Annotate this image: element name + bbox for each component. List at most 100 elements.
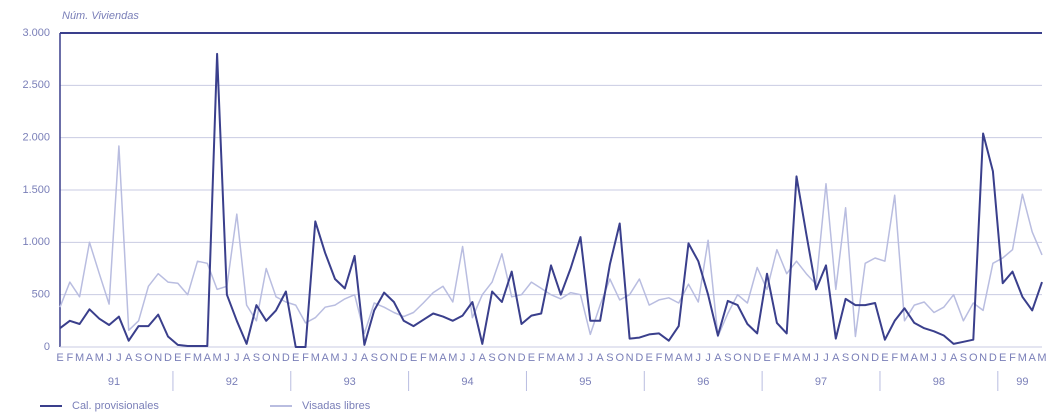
- x-tick-label: J: [470, 352, 476, 364]
- x-tick-label: O: [615, 352, 624, 364]
- y-axis-title: Núm. Viviendas: [62, 10, 139, 22]
- x-tick-label: M: [311, 352, 320, 364]
- x-tick-label: O: [851, 352, 860, 364]
- x-tick-label: M: [95, 352, 104, 364]
- y-tick-label: 0: [44, 341, 50, 353]
- x-tick-label: J: [941, 352, 947, 364]
- year-label: 98: [933, 376, 945, 388]
- x-tick-label: N: [626, 352, 634, 364]
- x-tick-label: D: [164, 352, 172, 364]
- x-tick-label: S: [960, 352, 967, 364]
- x-tick-label: N: [979, 352, 987, 364]
- x-tick-label: D: [400, 352, 408, 364]
- x-tick-label: O: [733, 352, 742, 364]
- x-tick-label: M: [566, 352, 575, 364]
- series-line: [59, 52, 1043, 348]
- x-tick-label: N: [743, 352, 751, 364]
- x-tick-label: J: [705, 352, 711, 364]
- x-tick-label: S: [253, 352, 260, 364]
- x-tick-label: O: [498, 352, 507, 364]
- x-tick-label: D: [282, 352, 290, 364]
- x-tick-label: D: [518, 352, 526, 364]
- x-tick-label: D: [635, 352, 643, 364]
- x-tick-label: A: [950, 352, 958, 364]
- x-tick-label: O: [380, 352, 389, 364]
- x-tick-label: F: [302, 352, 309, 364]
- x-tick-label: J: [931, 352, 937, 364]
- series-line: [59, 145, 1043, 338]
- x-tick-label: A: [321, 352, 329, 364]
- x-tick-label: F: [656, 352, 663, 364]
- x-tick-label: O: [144, 352, 153, 364]
- x-tick-label: F: [773, 352, 780, 364]
- x-tick-label: F: [66, 352, 73, 364]
- x-tick-label: M: [213, 352, 222, 364]
- x-tick-label: M: [684, 352, 693, 364]
- x-tick-label: D: [753, 352, 761, 364]
- x-tick-label: S: [842, 352, 849, 364]
- x-tick-label: F: [1009, 352, 1016, 364]
- year-label: 96: [697, 376, 709, 388]
- x-tick-label: A: [596, 352, 604, 364]
- x-tick-label: A: [479, 352, 487, 364]
- x-tick-label: A: [86, 352, 94, 364]
- x-tick-label: M: [330, 352, 339, 364]
- x-tick-label: J: [588, 352, 594, 364]
- x-tick-label: A: [675, 352, 683, 364]
- x-tick-label: J: [578, 352, 584, 364]
- x-tick-label: E: [646, 352, 653, 364]
- x-tick-label: E: [763, 352, 770, 364]
- legend-label: Visadas libres: [302, 400, 371, 412]
- x-tick-label: M: [193, 352, 202, 364]
- x-tick-label: A: [793, 352, 801, 364]
- year-label: 94: [461, 376, 473, 388]
- x-tick-label: M: [920, 352, 929, 364]
- x-tick-label: E: [881, 352, 888, 364]
- x-tick-label: E: [410, 352, 417, 364]
- x-tick-label: E: [56, 352, 63, 364]
- x-tick-label: J: [813, 352, 819, 364]
- x-tick-label: S: [606, 352, 613, 364]
- y-tick-label: 2.000: [22, 132, 50, 144]
- x-tick-label: M: [782, 352, 791, 364]
- x-tick-label: S: [371, 352, 378, 364]
- x-tick-label: A: [361, 352, 369, 364]
- x-tick-label: A: [557, 352, 565, 364]
- x-tick-label: M: [429, 352, 438, 364]
- x-tick-label: M: [546, 352, 555, 364]
- year-label: 92: [226, 376, 238, 388]
- x-tick-label: E: [528, 352, 535, 364]
- x-tick-label: J: [224, 352, 230, 364]
- x-tick-label: M: [900, 352, 909, 364]
- x-tick-label: M: [802, 352, 811, 364]
- year-label: 95: [579, 376, 591, 388]
- x-tick-label: A: [911, 352, 919, 364]
- x-tick-label: J: [460, 352, 466, 364]
- x-tick-label: J: [352, 352, 358, 364]
- x-tick-label: S: [724, 352, 731, 364]
- y-tick-label: 1.500: [22, 184, 50, 196]
- x-tick-label: J: [116, 352, 122, 364]
- year-label: 97: [815, 376, 827, 388]
- x-tick-label: A: [1029, 352, 1037, 364]
- x-tick-label: A: [832, 352, 840, 364]
- x-tick-label: M: [1037, 352, 1046, 364]
- y-tick-label: 2.500: [22, 79, 50, 91]
- x-tick-label: M: [1018, 352, 1027, 364]
- x-tick-label: F: [538, 352, 545, 364]
- x-tick-label: N: [861, 352, 869, 364]
- x-tick-label: A: [714, 352, 722, 364]
- x-tick-label: A: [125, 352, 133, 364]
- x-tick-label: F: [184, 352, 191, 364]
- x-tick-label: S: [488, 352, 495, 364]
- x-tick-label: N: [272, 352, 280, 364]
- x-tick-label: J: [342, 352, 348, 364]
- y-tick-label: 3.000: [22, 27, 50, 39]
- x-tick-label: M: [75, 352, 84, 364]
- x-tick-label: F: [420, 352, 427, 364]
- y-tick-label: 500: [32, 289, 50, 301]
- x-tick-label: J: [696, 352, 702, 364]
- year-label: 91: [108, 376, 120, 388]
- x-tick-label: S: [135, 352, 142, 364]
